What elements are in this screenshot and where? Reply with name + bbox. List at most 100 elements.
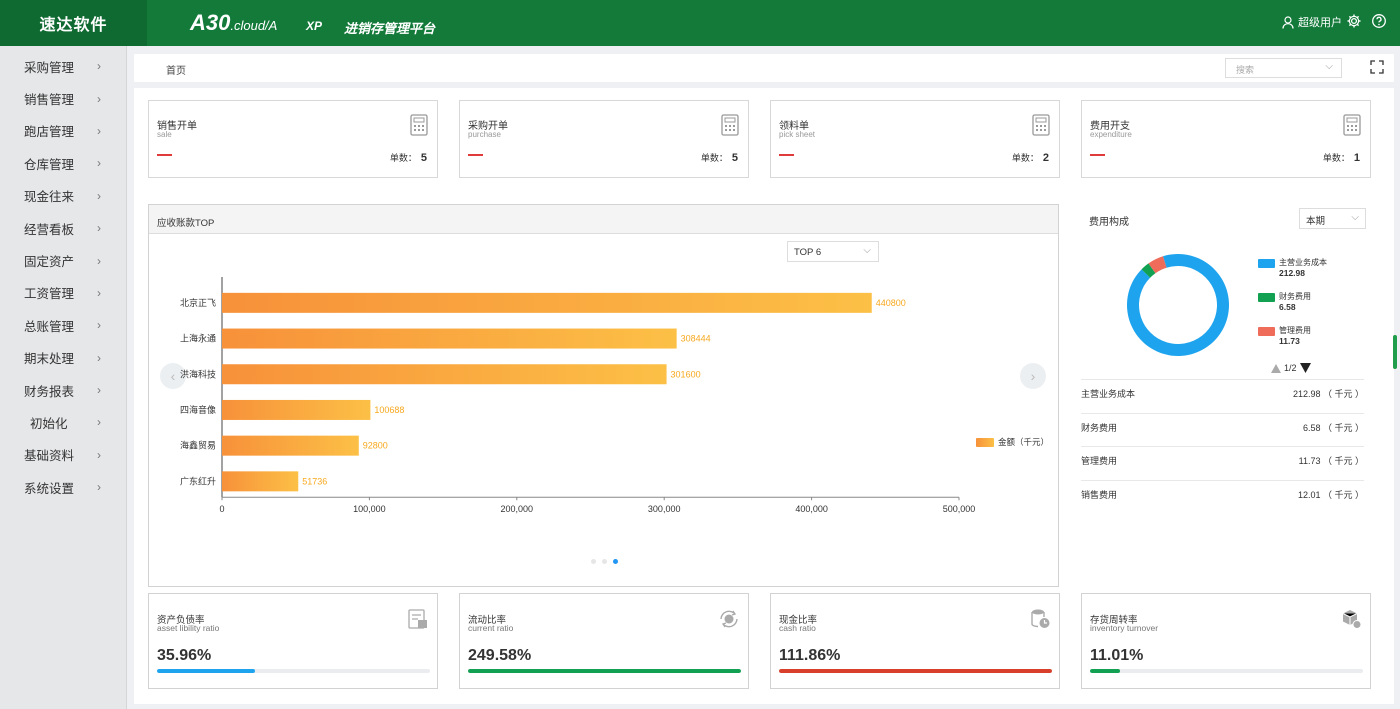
donut-slice-admin[interactable] — [1148, 256, 1167, 274]
sidebar-item-init[interactable]: 初始化 › — [0, 406, 126, 438]
user-menu[interactable]: 超级用户 — [1282, 14, 1342, 30]
top-n-select[interactable]: TOP 6 ⌵ — [787, 241, 879, 262]
scrollbar-thumb[interactable] — [1393, 335, 1397, 369]
period-value: 本期 — [1306, 216, 1326, 227]
chart-legend[interactable]: 金额（千元） — [976, 436, 1049, 448]
chevron-right-icon: › — [97, 188, 101, 203]
ratio-card-asset-liability[interactable]: 资产负债率 asset libility ratio 35.96% — [148, 593, 438, 689]
legend-value: 6.58 — [1279, 302, 1296, 312]
legend-swatch — [1258, 327, 1275, 336]
ratio-progress — [779, 669, 1052, 673]
card-title: 采购开单 — [468, 121, 508, 132]
period-select[interactable]: 本期 ⌵ — [1299, 208, 1366, 229]
box-icon — [1342, 610, 1362, 629]
y-tick-label: 北京正飞 — [180, 297, 216, 308]
triangle-up-icon[interactable] — [1271, 363, 1281, 373]
bar-data-label: 92800 — [363, 441, 388, 451]
sidebar-item-fixed-assets[interactable]: 固定资产 › — [0, 244, 126, 276]
card-subtitle: pick sheet — [779, 130, 816, 139]
sidebar-item-purchase[interactable]: 采购管理 › — [0, 50, 126, 82]
carousel-next-button[interactable]: › — [1020, 363, 1046, 389]
ratio-subtitle: asset libility ratio — [157, 623, 220, 633]
expense-name: 管理费用 — [1081, 456, 1118, 466]
breadcrumb-home[interactable]: 首页 — [166, 66, 186, 77]
card-purchase[interactable]: 采购开单 purchase 单数： 5 — [459, 100, 749, 178]
donut-slice-finance[interactable] — [1141, 263, 1156, 278]
sidebar-item-label: 初始化 — [30, 416, 68, 431]
sidebar-item-settings[interactable]: 系统设置 › — [0, 471, 126, 503]
chevron-right-icon: › — [97, 123, 101, 138]
card-expenditure[interactable]: 费用开支 expenditure 单数： 1 — [1081, 100, 1371, 178]
legend-swatch — [1258, 259, 1275, 268]
sidebar-item-warehouse[interactable]: 仓库管理 › — [0, 147, 126, 179]
y-tick-label: 上海永通 — [180, 333, 216, 344]
ratio-progress — [468, 669, 741, 673]
sidebar-item-label: 固定资产 — [24, 255, 75, 270]
search-placeholder: 搜索 — [1236, 65, 1255, 75]
sidebar-item-store-visits[interactable]: 跑店管理 › — [0, 115, 126, 147]
calculator-icon — [410, 114, 428, 136]
sidebar-item-period-end[interactable]: 期末处理 › — [0, 342, 126, 374]
carousel-dot[interactable] — [602, 559, 607, 564]
ratio-progress — [1090, 669, 1363, 673]
ratio-card-cash[interactable]: 现金比率 cash ratio 111.86% — [770, 593, 1060, 689]
ratio-value: 249.58% — [468, 647, 532, 664]
product-sub: .cloud/A — [230, 18, 278, 33]
card-sale[interactable]: 销售开单 sale 单数： 5 — [148, 100, 438, 178]
sidebar-item-label: 基础资料 — [24, 449, 75, 464]
y-tick-label: 洪海科技 — [180, 368, 216, 379]
card-subtitle: expenditure — [1090, 130, 1132, 139]
ratio-card-current[interactable]: 流动比率 current ratio 249.58% — [459, 593, 749, 689]
bar — [222, 435, 359, 456]
card-subtitle: sale — [157, 130, 172, 139]
card-pick-sheet[interactable]: 领料单 pick sheet 单数： 2 — [770, 100, 1060, 178]
ratio-card-inventory[interactable]: 存货周转率 inventory turnover 11.01% — [1081, 593, 1371, 689]
expense-value: 11.73 （ 千元 ） — [1298, 456, 1364, 466]
expense-value: 12.01 （ 千元 ） — [1297, 490, 1364, 500]
bar-data-label: 440800 — [876, 298, 906, 308]
pie-legend-item[interactable]: 主营业务成本 212.98 — [1258, 257, 1327, 278]
coins-icon — [1031, 609, 1050, 628]
y-tick-label: 海鑫贸易 — [180, 440, 216, 451]
count-value: 2 — [1042, 152, 1049, 164]
pie-legend-item[interactable]: 管理费用 11.73 — [1258, 325, 1311, 346]
sidebar-item-dashboard[interactable]: 经营看板 › — [0, 212, 126, 244]
expense-donut-chart — [1127, 254, 1229, 356]
receivables-bar-chart: 北京正飞 440800 上海永通 308444 洪海科技 301600 四海音像 100688… — [180, 277, 975, 514]
ratio-subtitle: current ratio — [468, 623, 514, 633]
sidebar-item-label: 工资管理 — [24, 287, 75, 302]
carousel-prev-button[interactable]: ‹ — [160, 363, 186, 389]
sidebar-item-ledger[interactable]: 总账管理 › — [0, 309, 126, 341]
sidebar: 采购管理 › 销售管理 › 跑店管理 › 仓库管理 › 现金往来 › 经营看板 › 固定资产… — [0, 46, 127, 709]
count-value: 5 — [731, 152, 738, 164]
gear-icon[interactable] — [1346, 13, 1362, 29]
count-label: 单数： — [1011, 153, 1039, 163]
sidebar-item-label: 跑店管理 — [24, 125, 75, 140]
top-bar: 速达软件 A30.cloud/A XP 进销存管理平台 超级用户 — [0, 0, 1400, 46]
product-name: A30.cloud/A — [190, 10, 277, 36]
sidebar-item-reports[interactable]: 财务报表 › — [0, 374, 126, 406]
search-select[interactable]: 搜索 ⌵ — [1225, 58, 1342, 78]
pie-legend-item[interactable]: 财务费用 6.58 — [1258, 291, 1311, 312]
ratio-progress-fill — [468, 669, 741, 673]
triangle-down-icon[interactable] — [1299, 363, 1311, 373]
ratio-title: 现金比率 — [779, 615, 818, 626]
sidebar-item-basic-data[interactable]: 基础资料 › — [0, 439, 126, 471]
x-tick-label: 0 — [219, 504, 224, 514]
x-tick-label: 400,000 — [795, 504, 828, 514]
chevron-right-icon: › — [97, 253, 101, 268]
bar — [222, 328, 677, 349]
sidebar-item-payroll[interactable]: 工资管理 › — [0, 277, 126, 309]
legend-value: 212.98 — [1279, 268, 1305, 278]
card-dash — [157, 154, 172, 156]
carousel-dot-active[interactable] — [613, 559, 618, 564]
receipt-icon — [408, 609, 427, 629]
sidebar-item-sales[interactable]: 销售管理 › — [0, 82, 126, 114]
sidebar-item-cash[interactable]: 现金往来 › — [0, 180, 126, 212]
card-count: 单数： 5 — [390, 151, 427, 164]
carousel-dot[interactable] — [591, 559, 596, 564]
legend-name: 财务费用 — [1279, 292, 1311, 301]
count-label: 单数： — [1322, 153, 1350, 163]
fullscreen-icon[interactable] — [1370, 60, 1384, 74]
help-icon[interactable] — [1371, 13, 1387, 29]
